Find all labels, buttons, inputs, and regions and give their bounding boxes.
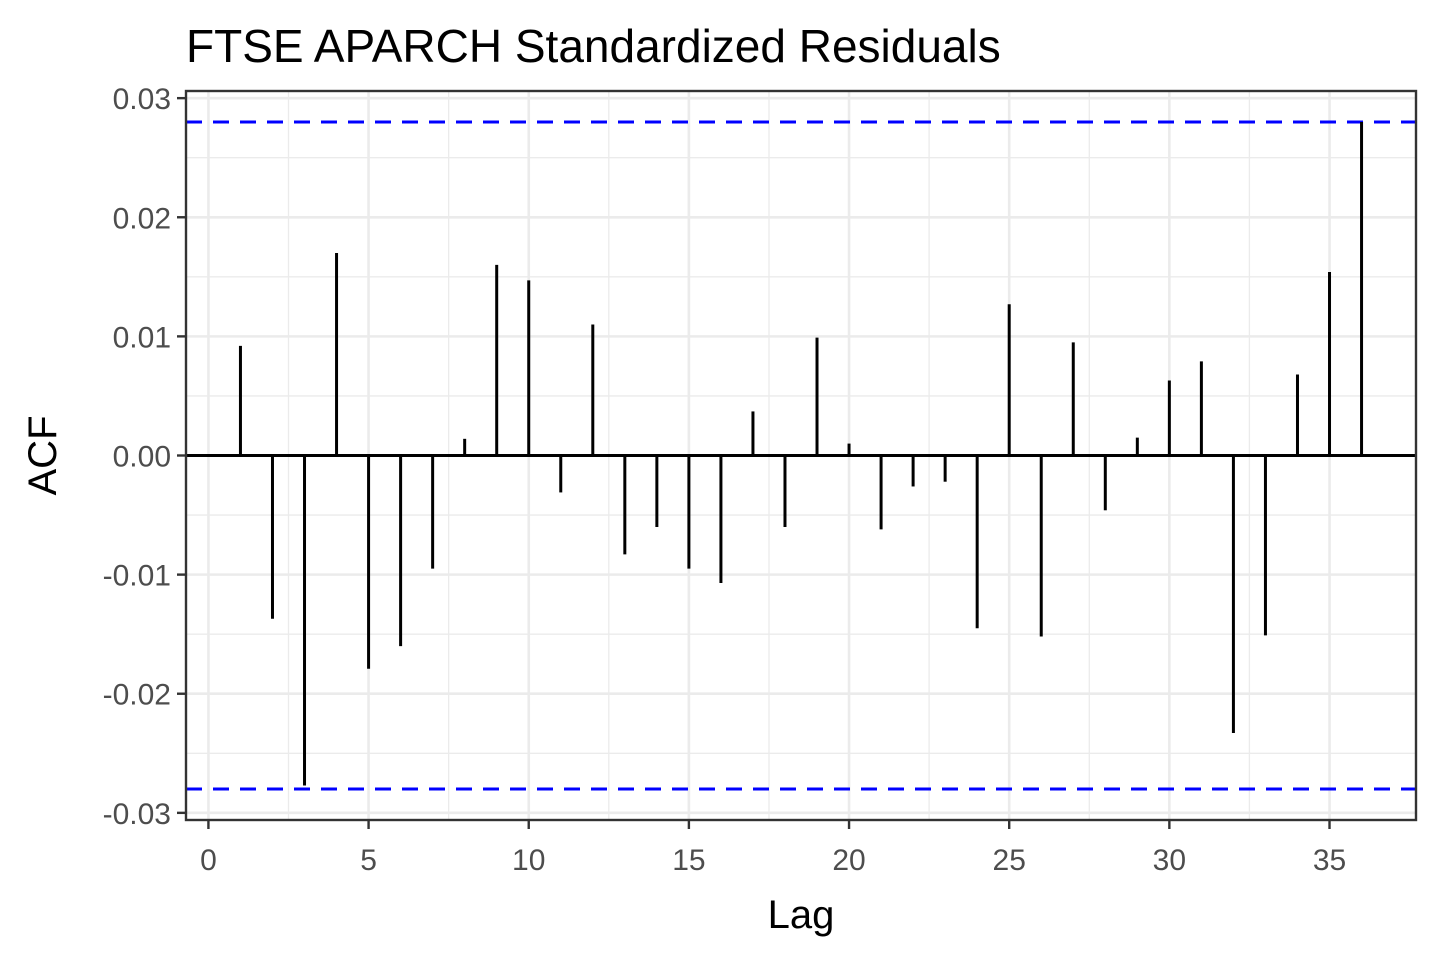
x-tick-label: 0: [200, 844, 217, 877]
y-tick-label: 0.01: [113, 321, 171, 354]
y-tick-label: 0.00: [113, 441, 171, 474]
chart-title: FTSE APARCH Standardized Residuals: [186, 20, 1001, 72]
y-tick-label: -0.03: [103, 798, 171, 831]
acf-bars: [238, 121, 1364, 786]
y-tick-label: 0.03: [113, 83, 171, 116]
confidence-bounds: [186, 120, 1416, 791]
x-axis: 0 5 10 15 20 25 30 35: [200, 820, 1346, 877]
y-tick-label: -0.02: [103, 679, 171, 712]
y-axis: -0.03 -0.02 -0.01 0.00 0.01 0.02 0.03: [103, 83, 186, 831]
x-tick-label: 30: [1153, 844, 1186, 877]
x-tick-label: 35: [1313, 844, 1346, 877]
y-tick-label: -0.01: [103, 560, 171, 593]
y-tick-label: 0.02: [113, 202, 171, 235]
x-tick-label: 20: [832, 844, 865, 877]
x-tick-label: 25: [993, 844, 1026, 877]
y-axis-title: ACF: [21, 416, 65, 496]
x-tick-label: 10: [512, 844, 545, 877]
x-tick-label: 5: [360, 844, 377, 877]
x-tick-label: 15: [672, 844, 705, 877]
x-axis-title: Lag: [768, 893, 835, 937]
